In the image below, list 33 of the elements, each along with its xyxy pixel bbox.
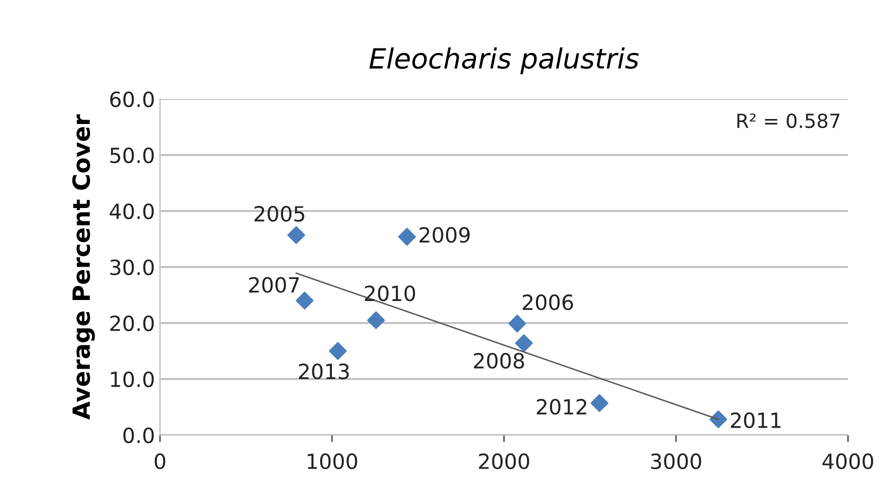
point <box>508 314 526 332</box>
annotation: 2007 <box>249 277 299 293</box>
point <box>398 228 416 246</box>
annotation: 2008 <box>474 352 524 369</box>
y-tick-label: 10.0 <box>111 371 154 388</box>
x-tick-label: 2000 <box>479 453 530 470</box>
annotation: 2005 <box>254 206 304 222</box>
x-tick-label: 0 <box>154 453 166 470</box>
point <box>515 334 533 352</box>
y-tick-label: 60.0 <box>110 91 154 108</box>
chart-title: Eleocharis palustris <box>369 47 639 74</box>
annotation: 2009 <box>420 227 470 243</box>
point <box>709 410 728 428</box>
x-tick-label: 1000 <box>308 453 358 470</box>
y-tick-label: 30.0 <box>110 259 154 276</box>
annotation: R² = 0.587 <box>737 113 840 128</box>
y-tick-label: 0.0 <box>123 427 154 444</box>
annotation: 2013 <box>298 364 349 380</box>
y-tick-label: 20.0 <box>110 315 154 332</box>
x-tick-label: 3000 <box>651 453 702 470</box>
y-axis-title: Average Percent Cover <box>72 114 95 420</box>
point <box>328 342 347 360</box>
point <box>367 311 385 330</box>
x-tick-label: 4000 <box>822 453 874 470</box>
y-tick-label: 50.0 <box>110 147 154 164</box>
annotation: 2012 <box>536 398 586 415</box>
annotation: 2006 <box>522 294 573 310</box>
point <box>287 226 306 244</box>
point <box>590 394 608 412</box>
annotation: 2011 <box>730 412 781 428</box>
y-tick-label: 40.0 <box>110 203 154 220</box>
annotation: 2010 <box>364 285 416 302</box>
point <box>296 292 314 310</box>
